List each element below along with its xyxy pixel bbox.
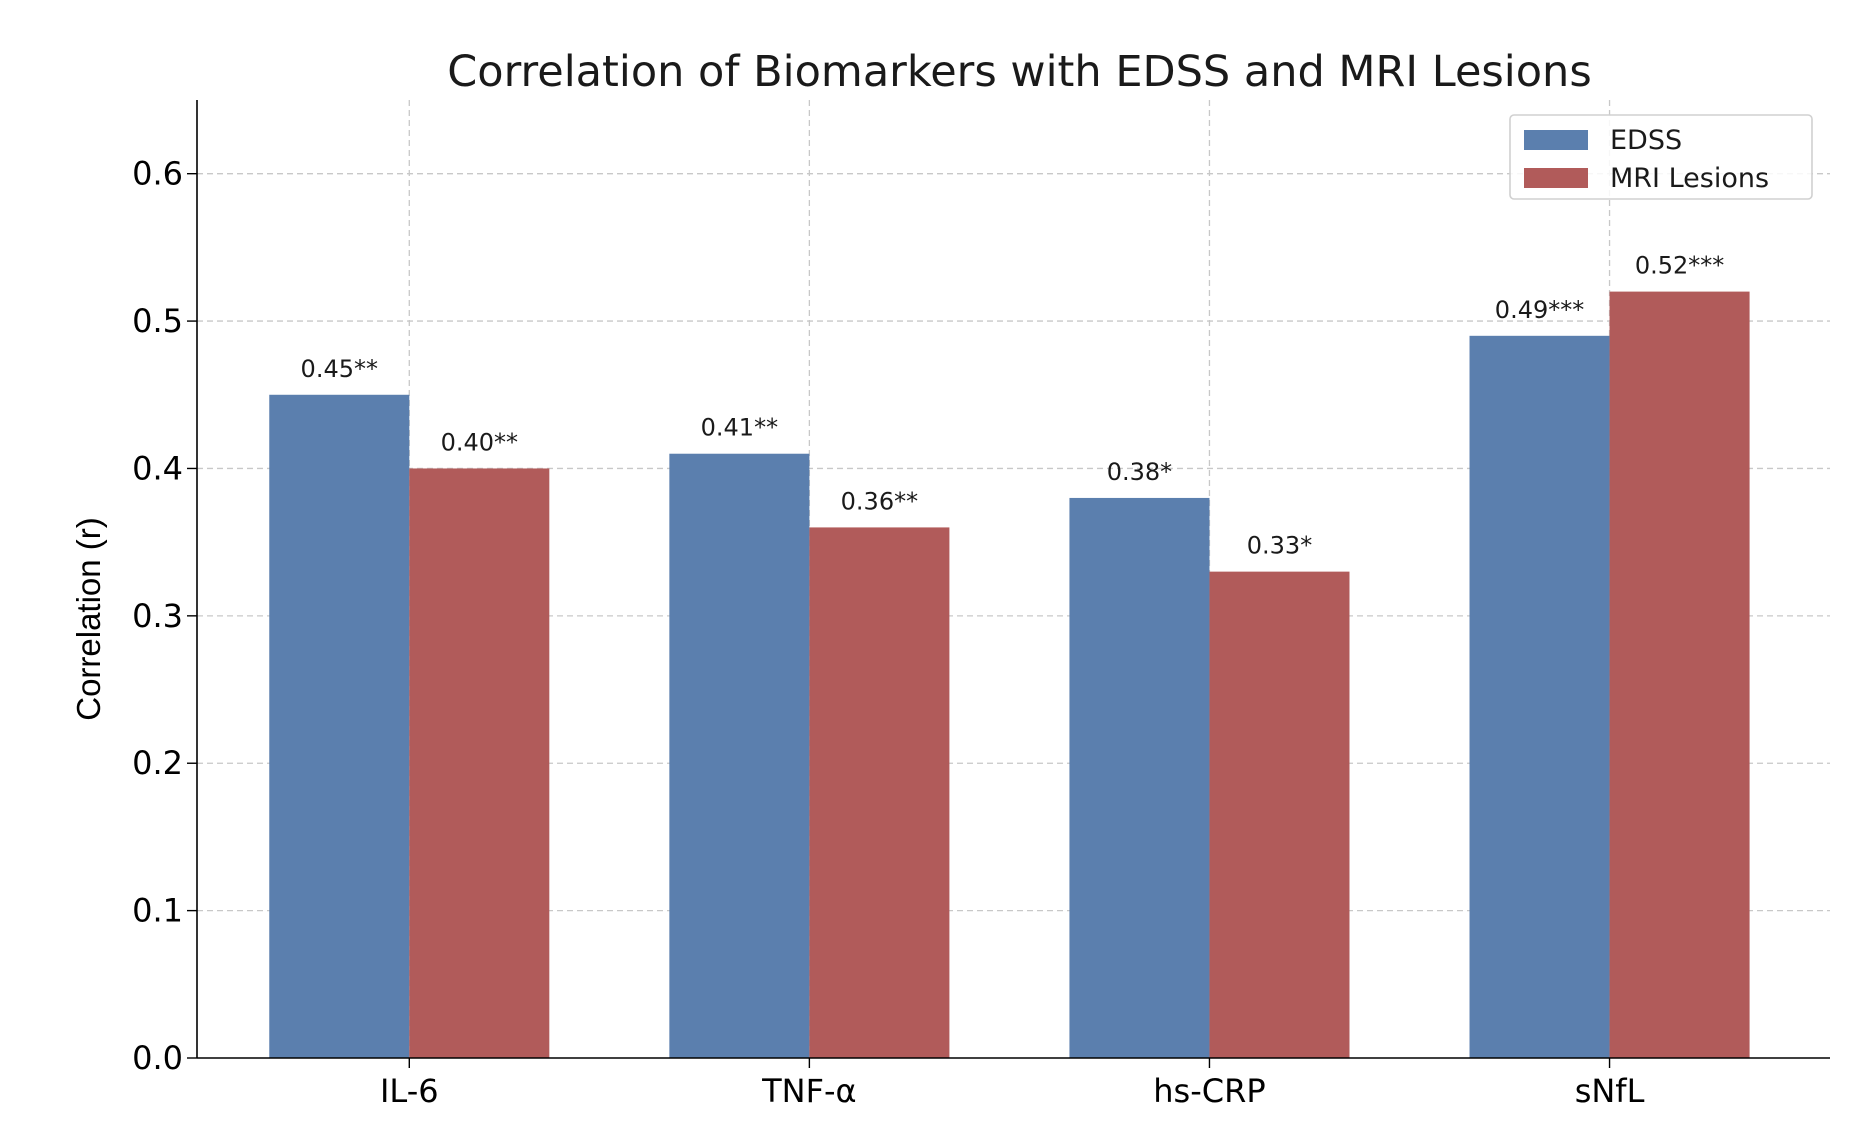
y-axis-title: Correlation (r): [70, 517, 107, 721]
x-tick-label: TNF-α: [761, 1072, 857, 1110]
bar: [409, 468, 550, 1058]
y-tick-label: 0.4: [132, 449, 183, 487]
bar: [1209, 571, 1350, 1058]
data-labels: 0.45** 0.41** 0.38* 0.49*** 0.40** 0.36** 0.33…: [301, 252, 1725, 560]
x-tick-label: IL-6: [380, 1072, 439, 1110]
bar-value-label: 0.52***: [1635, 252, 1724, 280]
y-tick-label: 0.2: [132, 744, 183, 782]
legend-label: EDSS: [1610, 125, 1682, 156]
bar-value-label: 0.40**: [441, 428, 518, 456]
bar: [669, 453, 810, 1058]
x-tick-label: hs-CRP: [1153, 1072, 1265, 1110]
x-tick-label: sNfL: [1575, 1072, 1645, 1110]
legend-swatch: [1524, 168, 1588, 188]
legend-swatch: [1524, 130, 1588, 150]
legend-label: MRI Lesions: [1610, 163, 1769, 194]
bar: [1069, 497, 1210, 1058]
y-tick-label: 0.1: [132, 892, 183, 930]
bar: [1469, 335, 1610, 1058]
bar-value-label: 0.38*: [1107, 458, 1172, 486]
y-tick-label: 0.0: [132, 1039, 183, 1077]
bar-value-label: 0.49***: [1495, 296, 1584, 324]
bar-value-label: 0.45**: [301, 355, 378, 383]
legend: EDSS MRI Lesions: [1509, 114, 1813, 200]
bar-value-label: 0.41**: [701, 414, 778, 442]
y-tick-label: 0.3: [132, 597, 183, 635]
bar: [1609, 291, 1750, 1059]
bar: [269, 394, 410, 1058]
bar-value-label: 0.33*: [1247, 532, 1312, 560]
y-tick-label: 0.5: [132, 302, 183, 340]
chart-title: Correlation of Biomarkers with EDSS and …: [447, 47, 1591, 97]
bar-value-label: 0.36**: [841, 487, 918, 515]
axes: 0.0 0.1 0.2 0.3 0.4 0.5 0.6 IL-6 TNF-α hs-CRP sNfL: [132, 100, 1830, 1110]
bars: [269, 291, 1750, 1059]
y-tick-label: 0.6: [132, 155, 183, 193]
bar: [809, 527, 950, 1058]
